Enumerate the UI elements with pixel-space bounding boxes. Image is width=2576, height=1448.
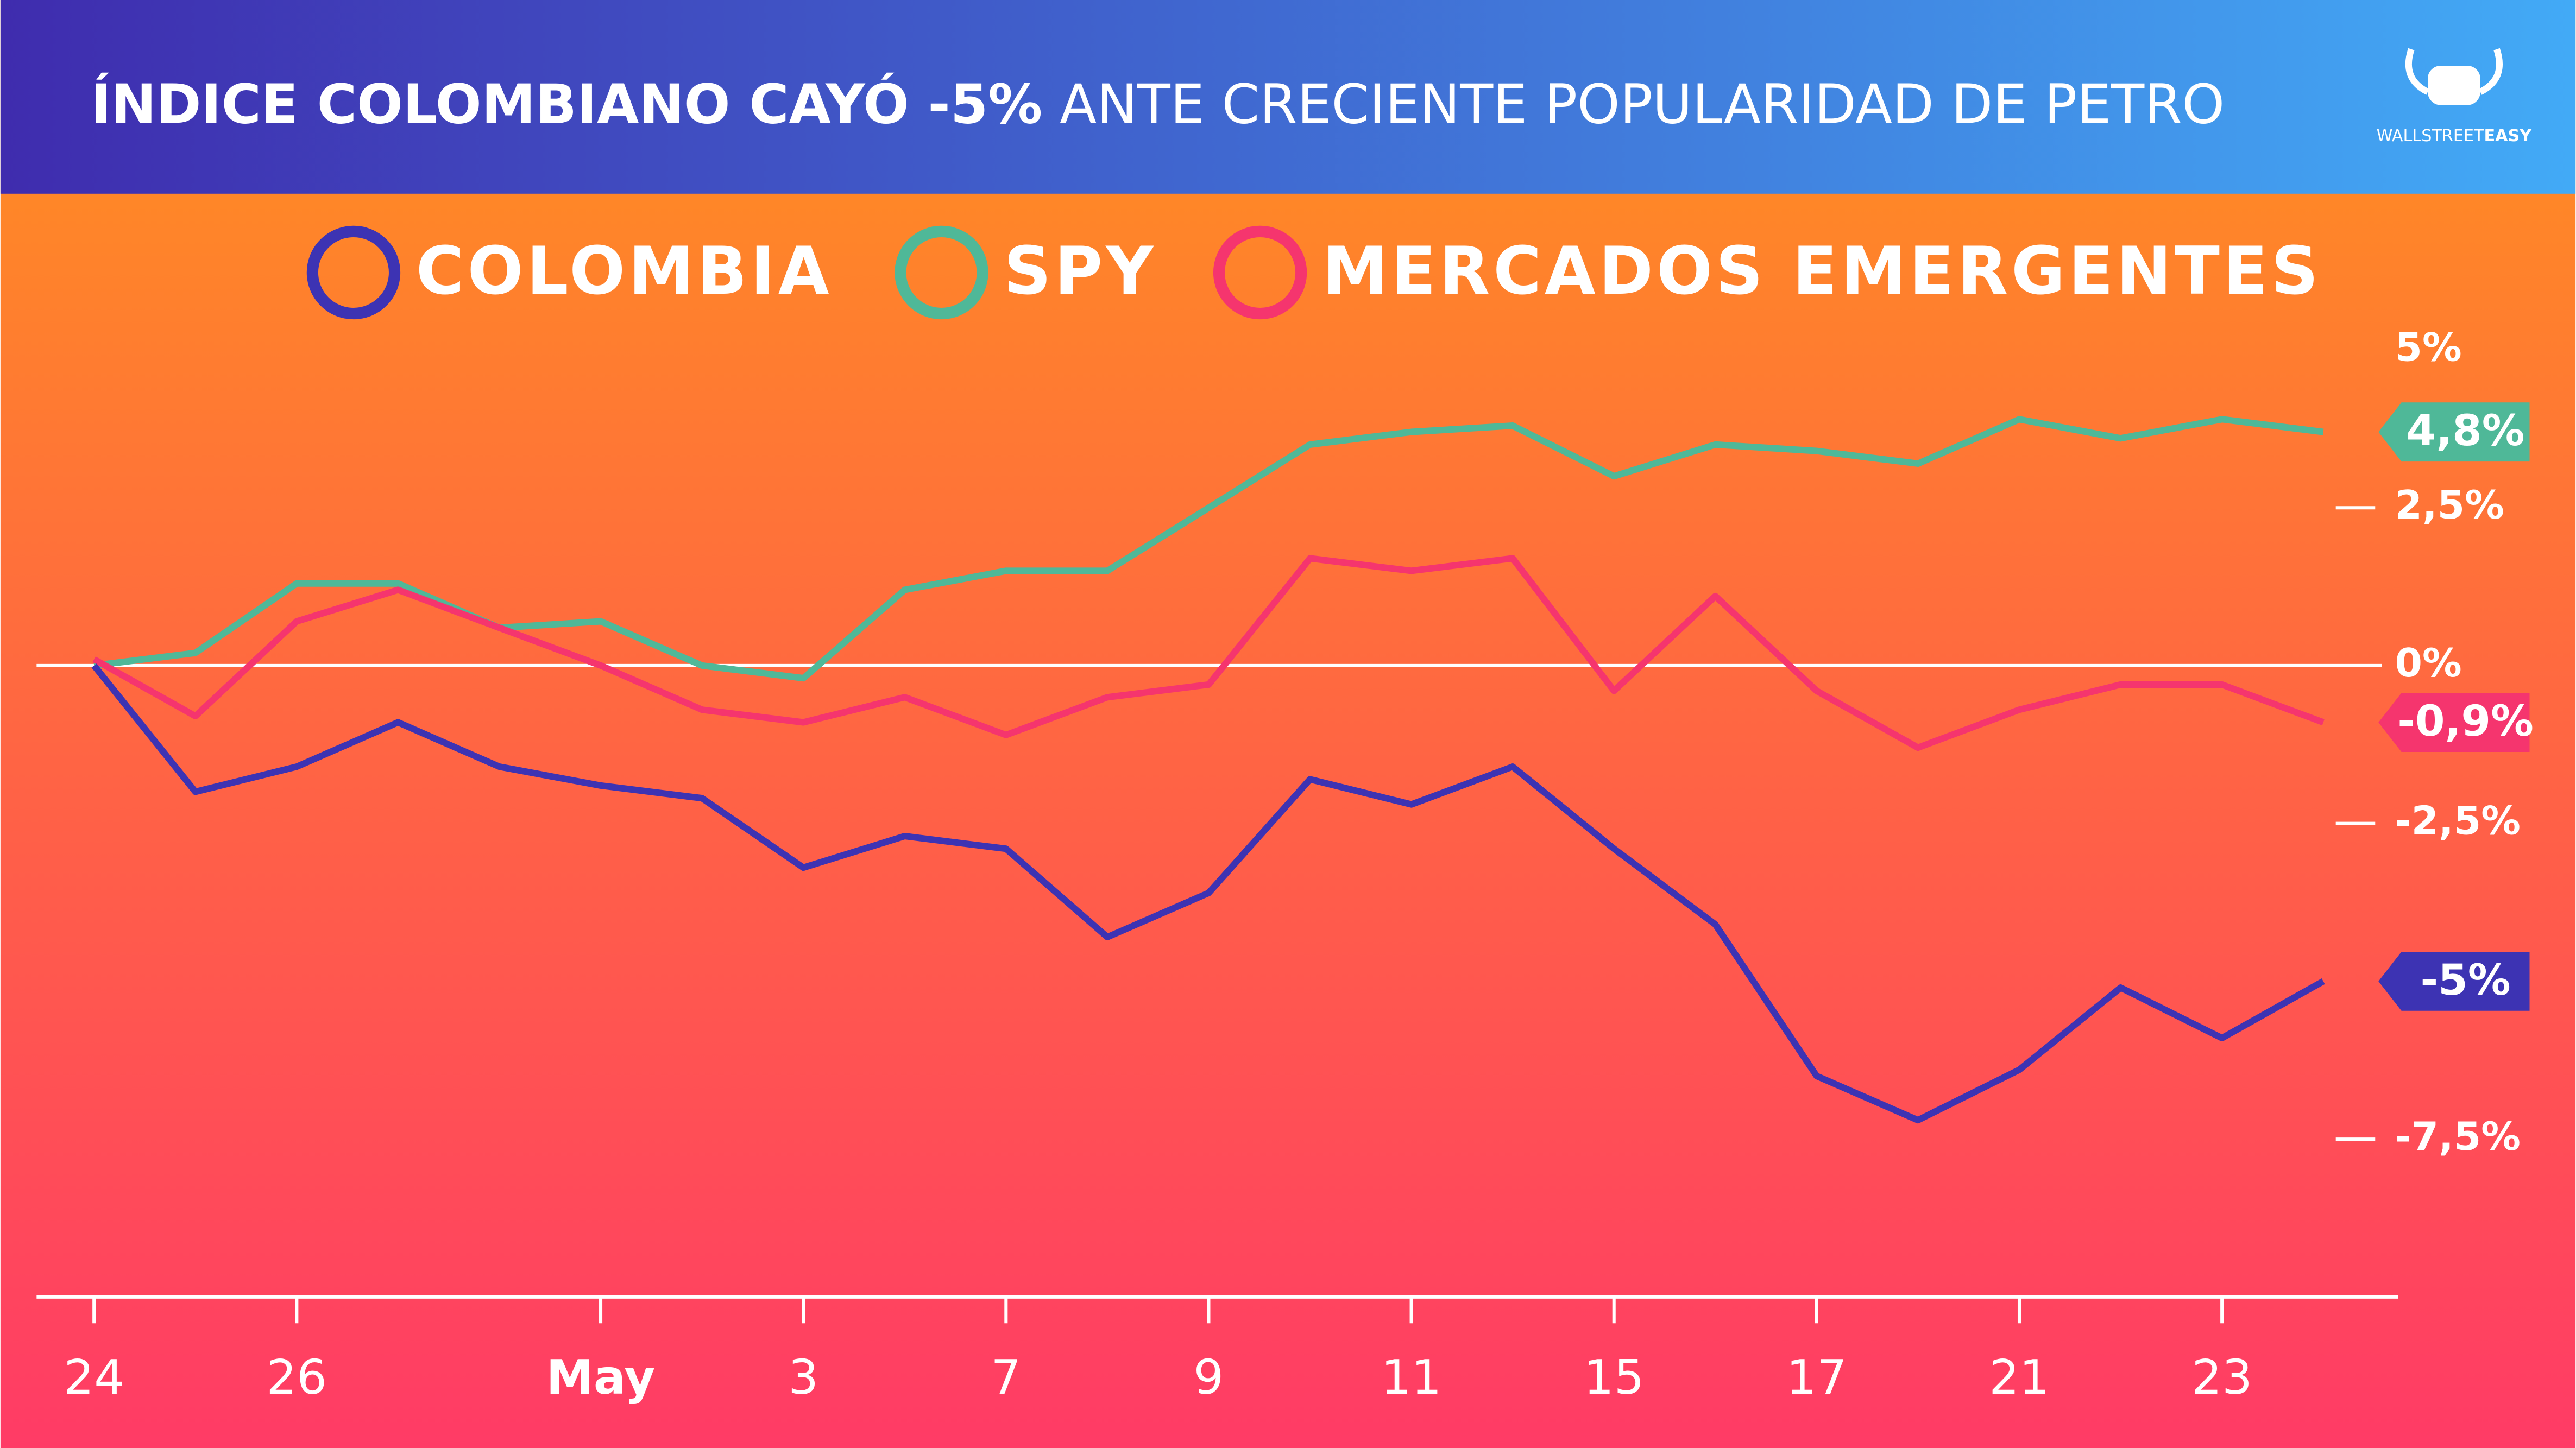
x-tick-label: May [546, 1350, 656, 1405]
end-label: -5% [2421, 955, 2511, 1005]
legend-label: MERCADOS EMERGENTES [1322, 233, 2322, 309]
end-label: 4,8% [2407, 406, 2525, 456]
end-label-badge [2378, 402, 2530, 462]
end-label: -0,9% [2397, 696, 2534, 746]
y-tick-label: 0% [2395, 641, 2462, 686]
logo-text: WALLSTREETEASY [2377, 126, 2533, 145]
x-tick-label: 11 [1381, 1350, 1442, 1405]
logo [2405, 48, 2503, 105]
y-tick-label: -7,5% [2395, 1114, 2521, 1160]
legend-marker [1213, 225, 1307, 320]
x-tick-label: 7 [991, 1350, 1021, 1405]
x-tick-label: 26 [267, 1350, 327, 1405]
x-tick-label: 21 [1989, 1350, 2050, 1405]
title-rest: ANTE CRECIENTE POPULARIDAD DE PETRO [1060, 73, 2225, 136]
x-tick-label: 3 [788, 1350, 818, 1405]
legend-marker [895, 225, 988, 320]
header-bar [0, 0, 2576, 194]
series-line [91, 663, 2325, 1124]
end-label-badge [2378, 951, 2530, 1011]
series-line [92, 555, 2325, 751]
x-tick-label: 15 [1584, 1350, 1645, 1405]
logo-bold: EASY [2484, 126, 2532, 145]
title-bold: ÍNDICE COLOMBIANO CAYÓ -5% [91, 73, 1042, 136]
logo-horns [2405, 48, 2503, 95]
legend-marker [306, 225, 401, 320]
y-tick-label: -2,5% [2395, 799, 2521, 844]
x-tick-label: 17 [1786, 1350, 1847, 1405]
x-tick-label: 23 [2191, 1350, 2252, 1405]
x-tick-label: 24 [64, 1350, 124, 1405]
chart-title: ÍNDICE COLOMBIANO CAYÓ -5% ANTE CRECIENT… [91, 73, 2225, 136]
end-label-badge [2378, 693, 2530, 753]
legend-label: COLOMBIA [416, 233, 833, 309]
x-tick-label: 9 [1194, 1350, 1224, 1405]
y-tick-label: 5% [2395, 325, 2462, 371]
y-tick-label: 2,5% [2395, 483, 2504, 528]
logo-light: WALLSTREET [2377, 126, 2484, 145]
legend-label: SPY [1004, 233, 1156, 309]
logo-fist [2428, 65, 2480, 105]
